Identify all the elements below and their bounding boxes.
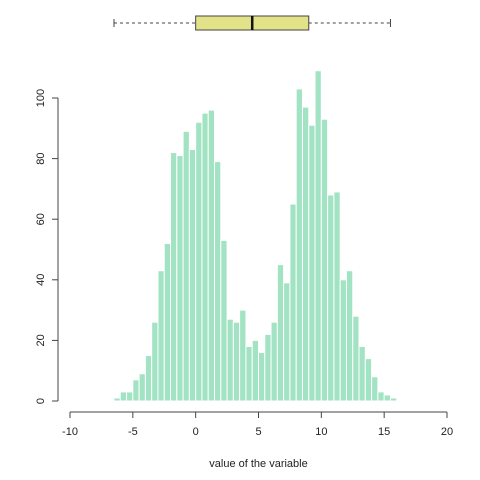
histogram-bar xyxy=(251,339,260,402)
histogram-bar xyxy=(170,152,178,402)
histogram-bar xyxy=(308,124,316,402)
histogram-bar xyxy=(138,373,146,402)
histogram-bar xyxy=(327,194,335,402)
y-tick-label: 60 xyxy=(35,213,47,225)
histogram-bar xyxy=(389,397,398,402)
histogram-bar xyxy=(151,321,159,402)
histogram-bar xyxy=(276,264,285,402)
histogram-bar xyxy=(132,379,140,402)
histogram-bar xyxy=(144,355,153,402)
histogram-bar xyxy=(182,130,190,402)
x-tick-label: 5 xyxy=(255,426,261,438)
histogram-bar xyxy=(301,106,310,402)
histogram-bar xyxy=(264,333,272,402)
x-tick-label: 0 xyxy=(193,426,199,438)
histogram-bar xyxy=(383,394,391,402)
histogram-bar xyxy=(195,121,203,402)
histogram-bar xyxy=(245,345,253,402)
histogram-bar xyxy=(371,376,379,402)
x-tick-label: 20 xyxy=(441,426,453,438)
histogram-bar xyxy=(283,282,291,402)
histogram-bar xyxy=(320,118,329,402)
x-tick-label: 15 xyxy=(378,426,390,438)
y-axis: 0 20 40 60 80 100 xyxy=(35,89,59,404)
histogram-bar xyxy=(314,70,322,402)
y-tick-label: 40 xyxy=(35,274,47,286)
histogram-bar xyxy=(258,352,266,402)
histogram-bar xyxy=(239,309,247,402)
histogram-bar xyxy=(352,315,360,402)
histogram-bar xyxy=(176,155,184,402)
histogram-bar xyxy=(270,321,278,402)
histogram-bar xyxy=(163,242,172,402)
y-tick-label: 100 xyxy=(35,89,47,107)
x-tick-label: -5 xyxy=(128,426,138,438)
histogram-bar xyxy=(126,391,134,402)
histogram-bar xyxy=(345,270,354,402)
y-tick-label: 0 xyxy=(35,398,47,404)
histogram-bar xyxy=(214,161,222,402)
boxplot xyxy=(113,15,391,31)
histogram-bar xyxy=(220,239,228,402)
histogram-bar xyxy=(333,191,341,402)
histogram-bar xyxy=(364,358,373,402)
histogram-bar xyxy=(339,279,347,402)
x-axis-title: value of the variable xyxy=(209,458,307,470)
x-axis: -10 -5 0 5 10 15 20 xyxy=(62,411,453,438)
y-tick-label: 20 xyxy=(35,334,47,346)
histogram-bars xyxy=(113,70,398,402)
histogram-bar xyxy=(188,149,197,402)
histogram-bar xyxy=(377,391,385,402)
histogram-bar xyxy=(157,270,165,402)
histogram-bar xyxy=(201,112,209,402)
y-tick-label: 80 xyxy=(35,152,47,164)
histogram-bar xyxy=(119,391,128,402)
histogram-bar xyxy=(226,318,234,402)
histogram-bar xyxy=(113,397,121,402)
histogram-bar xyxy=(358,345,366,402)
histogram-bar xyxy=(207,109,216,402)
x-tick-label: 10 xyxy=(315,426,327,438)
histogram-bar xyxy=(295,88,303,402)
x-tick-label: -10 xyxy=(62,426,78,438)
histogram-bar xyxy=(232,321,241,402)
histogram-bar xyxy=(289,203,297,402)
